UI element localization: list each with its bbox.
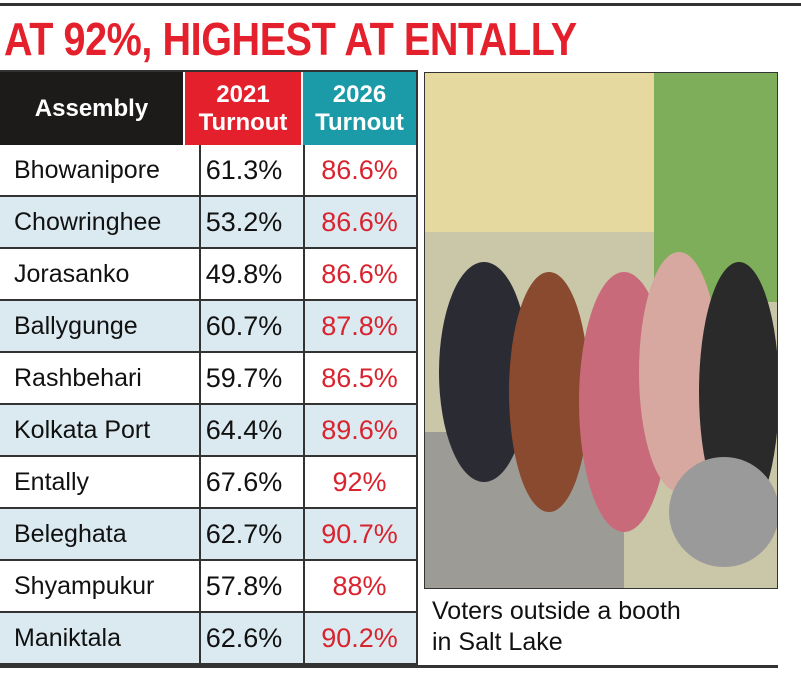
table-row: Shyampukur 57.8% 88%: [0, 561, 416, 613]
table-cell: 90.7%: [321, 518, 398, 549]
table-cell: Jorasanko: [0, 249, 201, 299]
table-cell: 89.6%: [321, 414, 398, 445]
header-text: Turnout: [198, 108, 288, 136]
table-cell: 67.6%: [185, 457, 305, 507]
photo: [424, 72, 778, 589]
table-cell: 57.8%: [185, 561, 305, 611]
table-row: Rashbehari 59.7% 86.5%: [0, 353, 416, 405]
header-text: 2026: [332, 80, 387, 108]
table-cell: Maniktala: [0, 613, 201, 663]
table-row: Entally 67.6% 92%: [0, 457, 416, 509]
table-cell: 49.8%: [185, 249, 305, 299]
table-cell: Bhowanipore: [0, 145, 201, 195]
table-cell: 86.6%: [321, 154, 398, 185]
table-cell: 64.4%: [185, 405, 305, 455]
table-cell: 86.6%: [321, 206, 398, 237]
table-cell: Rashbehari: [0, 353, 201, 403]
header-cell: 2026 Turnout: [303, 72, 416, 145]
table-row: Jorasanko 49.8% 86.6%: [0, 249, 416, 301]
header-text: 2021: [216, 80, 270, 108]
table-cell: 87.8%: [321, 310, 398, 341]
table-cell: 62.6%: [185, 613, 305, 663]
table-row: Ballygunge 60.7% 87.8%: [0, 301, 416, 353]
table-cell: Chowringhee: [0, 197, 201, 247]
table-row: Beleghata 62.7% 90.7%: [0, 509, 416, 561]
table-cell: 59.7%: [185, 353, 305, 403]
table-cell: Kolkata Port: [0, 405, 201, 455]
table-cell: 62.7%: [185, 509, 305, 559]
table-cell: Shyampukur: [0, 561, 201, 611]
table-cell: 60.7%: [185, 301, 305, 351]
table-cell: 61.3%: [185, 145, 305, 195]
photo-caption: Voters outside a booth: [432, 597, 681, 625]
top-rule: [0, 3, 801, 6]
table-cell: 86.5%: [321, 362, 398, 393]
photo-caption: in Salt Lake: [432, 628, 563, 656]
table-row: Maniktala 62.6% 90.2%: [0, 613, 416, 665]
header-text: Turnout: [315, 108, 404, 136]
table-cell: Entally: [0, 457, 201, 507]
table-cell: 53.2%: [185, 197, 305, 247]
header-cell: Assembly: [0, 72, 185, 145]
header-text: Assembly: [34, 94, 149, 122]
table-cell: 86.6%: [321, 258, 398, 289]
table-cell: Beleghata: [0, 509, 201, 559]
bottom-rule: [0, 665, 778, 668]
table-cell: 90.2%: [321, 622, 398, 653]
table-row: Chowringhee 53.2% 86.6%: [0, 197, 416, 249]
table-cell: 88%: [332, 570, 387, 601]
title: AT 92%, HIGHEST AT ENTALLY: [4, 13, 577, 65]
header-cell: 2021 Turnout: [185, 72, 303, 145]
table-cell: Ballygunge: [0, 301, 201, 351]
table-cell: 92%: [332, 466, 387, 497]
table-row: Kolkata Port 64.4% 89.6%: [0, 405, 416, 457]
table-row: Bhowanipore 61.3% 86.6%: [0, 145, 416, 197]
